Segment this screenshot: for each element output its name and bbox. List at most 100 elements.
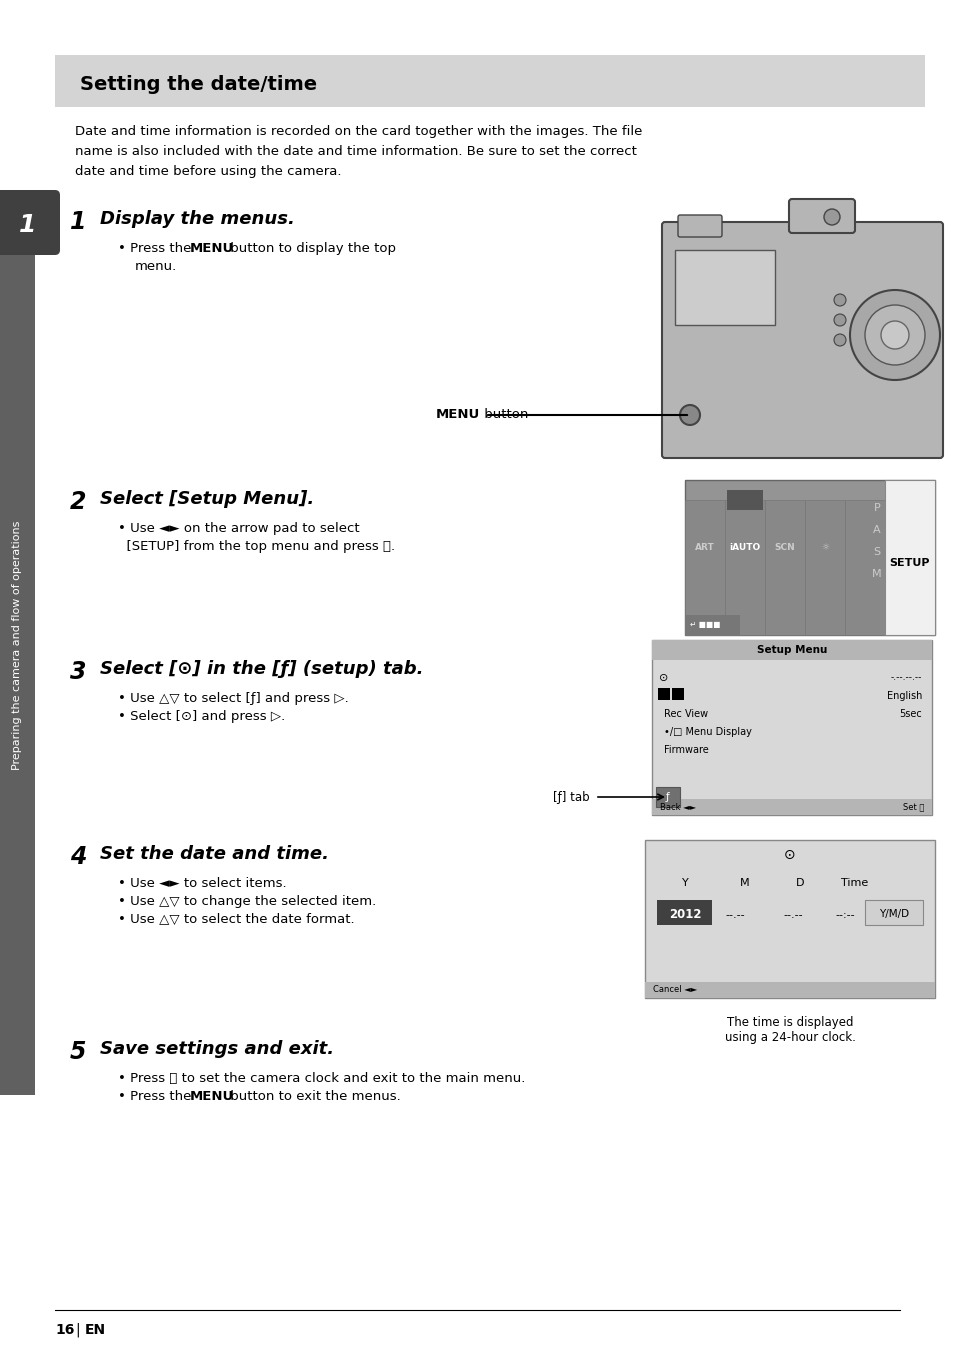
Text: 16: 16 bbox=[55, 1323, 74, 1337]
Text: date and time before using the camera.: date and time before using the camera. bbox=[75, 166, 341, 178]
Text: --.--: --.-- bbox=[782, 909, 802, 920]
Text: Time: Time bbox=[841, 878, 868, 887]
Text: 3: 3 bbox=[70, 660, 87, 684]
Bar bbox=[651, 641, 931, 660]
Bar bbox=[684, 480, 934, 635]
Bar bbox=[644, 982, 934, 997]
Text: Rec View: Rec View bbox=[663, 708, 707, 719]
Text: --:--: --:-- bbox=[834, 909, 854, 920]
Text: MENU: MENU bbox=[190, 1090, 234, 1103]
Text: •/□ Menu Display: •/□ Menu Display bbox=[663, 727, 751, 737]
Text: name is also included with the date and time information. Be sure to set the cor: name is also included with the date and … bbox=[75, 145, 637, 157]
Text: Preparing the camera and flow of operations: Preparing the camera and flow of operati… bbox=[12, 520, 23, 769]
Text: ☼: ☼ bbox=[821, 543, 828, 552]
Bar bbox=[658, 688, 669, 700]
FancyBboxPatch shape bbox=[656, 787, 679, 807]
Bar bbox=[651, 799, 931, 816]
Bar bbox=[764, 499, 804, 635]
Text: P: P bbox=[873, 503, 880, 513]
Text: ART: ART bbox=[695, 543, 714, 552]
Text: Y/M/D: Y/M/D bbox=[878, 909, 908, 920]
Text: iAUTO: iAUTO bbox=[729, 543, 760, 552]
Circle shape bbox=[833, 313, 845, 326]
Text: Setup Menu: Setup Menu bbox=[756, 645, 826, 655]
Text: M: M bbox=[871, 569, 881, 579]
Text: 4: 4 bbox=[70, 845, 87, 868]
Bar bbox=[864, 900, 923, 925]
Bar bbox=[884, 480, 934, 635]
Text: -.--.--.--: -.--.--.-- bbox=[890, 673, 921, 683]
Text: 5sec: 5sec bbox=[899, 708, 921, 719]
Text: 1: 1 bbox=[70, 210, 87, 233]
Bar bbox=[844, 499, 884, 635]
Text: |: | bbox=[75, 1323, 79, 1337]
Text: Firmware: Firmware bbox=[663, 745, 708, 754]
FancyBboxPatch shape bbox=[0, 190, 60, 255]
Circle shape bbox=[880, 322, 908, 349]
Text: Select [⊙] in the [ƒ] (setup) tab.: Select [⊙] in the [ƒ] (setup) tab. bbox=[100, 660, 423, 678]
Text: Cancel ◄►: Cancel ◄► bbox=[652, 985, 697, 995]
Text: SETUP: SETUP bbox=[889, 558, 929, 567]
Text: Set Ⓢ: Set Ⓢ bbox=[902, 802, 923, 811]
Circle shape bbox=[864, 305, 924, 365]
Text: Save settings and exit.: Save settings and exit. bbox=[100, 1039, 334, 1058]
Text: • Use ◄► to select items.: • Use ◄► to select items. bbox=[118, 877, 286, 890]
Text: 5: 5 bbox=[70, 1039, 87, 1064]
Text: Setting the date/time: Setting the date/time bbox=[80, 75, 316, 94]
Bar bbox=[55, 56, 924, 107]
Bar bbox=[671, 688, 683, 700]
Bar bbox=[684, 615, 740, 635]
Text: • Select [⊙] and press ▷.: • Select [⊙] and press ▷. bbox=[118, 710, 285, 723]
Text: The time is displayed
using a 24-hour clock.: The time is displayed using a 24-hour cl… bbox=[723, 1016, 855, 1044]
Bar bbox=[675, 250, 774, 324]
Text: • Press the: • Press the bbox=[118, 242, 195, 255]
Bar bbox=[657, 900, 711, 925]
Text: • Use ◄► on the arrow pad to select: • Use ◄► on the arrow pad to select bbox=[118, 522, 359, 535]
Text: [SETUP] from the top menu and press Ⓢ.: [SETUP] from the top menu and press Ⓢ. bbox=[118, 540, 395, 554]
Text: Back ◄►: Back ◄► bbox=[659, 802, 696, 811]
Bar bbox=[684, 499, 724, 635]
Text: MENU: MENU bbox=[190, 242, 234, 255]
Text: • Use △▽ to select [ƒ] and press ▷.: • Use △▽ to select [ƒ] and press ▷. bbox=[118, 692, 349, 706]
Circle shape bbox=[679, 404, 700, 425]
Text: S: S bbox=[873, 547, 880, 556]
Text: Display the menus.: Display the menus. bbox=[100, 210, 294, 228]
Text: D: D bbox=[795, 878, 803, 887]
Bar bbox=[651, 641, 931, 816]
Text: • Use △▽ to select the date format.: • Use △▽ to select the date format. bbox=[118, 913, 355, 925]
Text: button to exit the menus.: button to exit the menus. bbox=[226, 1090, 400, 1103]
Circle shape bbox=[833, 294, 845, 305]
Circle shape bbox=[823, 209, 840, 225]
Circle shape bbox=[833, 334, 845, 346]
Text: 2012: 2012 bbox=[668, 908, 700, 921]
Text: • Use △▽ to change the selected item.: • Use △▽ to change the selected item. bbox=[118, 896, 375, 908]
Text: Date and time information is recorded on the card together with the images. The : Date and time information is recorded on… bbox=[75, 125, 641, 138]
Text: MENU: MENU bbox=[436, 408, 479, 422]
Text: --.--: --.-- bbox=[724, 909, 744, 920]
Bar bbox=[804, 499, 844, 635]
FancyBboxPatch shape bbox=[726, 490, 762, 510]
Text: button: button bbox=[479, 408, 528, 422]
Text: English: English bbox=[885, 691, 921, 702]
Text: ƒ: ƒ bbox=[665, 792, 669, 802]
Text: • Press the: • Press the bbox=[118, 1090, 195, 1103]
Circle shape bbox=[849, 290, 939, 380]
Bar bbox=[0, 195, 35, 1095]
Bar bbox=[644, 840, 934, 997]
Text: ⊙: ⊙ bbox=[659, 673, 668, 683]
FancyBboxPatch shape bbox=[661, 223, 942, 459]
Text: Select [Setup Menu].: Select [Setup Menu]. bbox=[100, 490, 314, 508]
Text: button to display the top: button to display the top bbox=[226, 242, 395, 255]
Text: Set the date and time.: Set the date and time. bbox=[100, 845, 329, 863]
Bar bbox=[724, 499, 764, 635]
FancyBboxPatch shape bbox=[788, 199, 854, 233]
Text: 2: 2 bbox=[70, 490, 87, 514]
Text: Y: Y bbox=[680, 878, 688, 887]
Text: • Press Ⓢ to set the camera clock and exit to the main menu.: • Press Ⓢ to set the camera clock and ex… bbox=[118, 1072, 525, 1086]
Text: menu.: menu. bbox=[135, 261, 177, 273]
Text: EN: EN bbox=[85, 1323, 106, 1337]
Text: ⊙: ⊙ bbox=[783, 848, 795, 862]
FancyBboxPatch shape bbox=[678, 214, 721, 237]
Text: SCN: SCN bbox=[774, 543, 795, 552]
Text: ↵ ■■■: ↵ ■■■ bbox=[689, 620, 720, 630]
